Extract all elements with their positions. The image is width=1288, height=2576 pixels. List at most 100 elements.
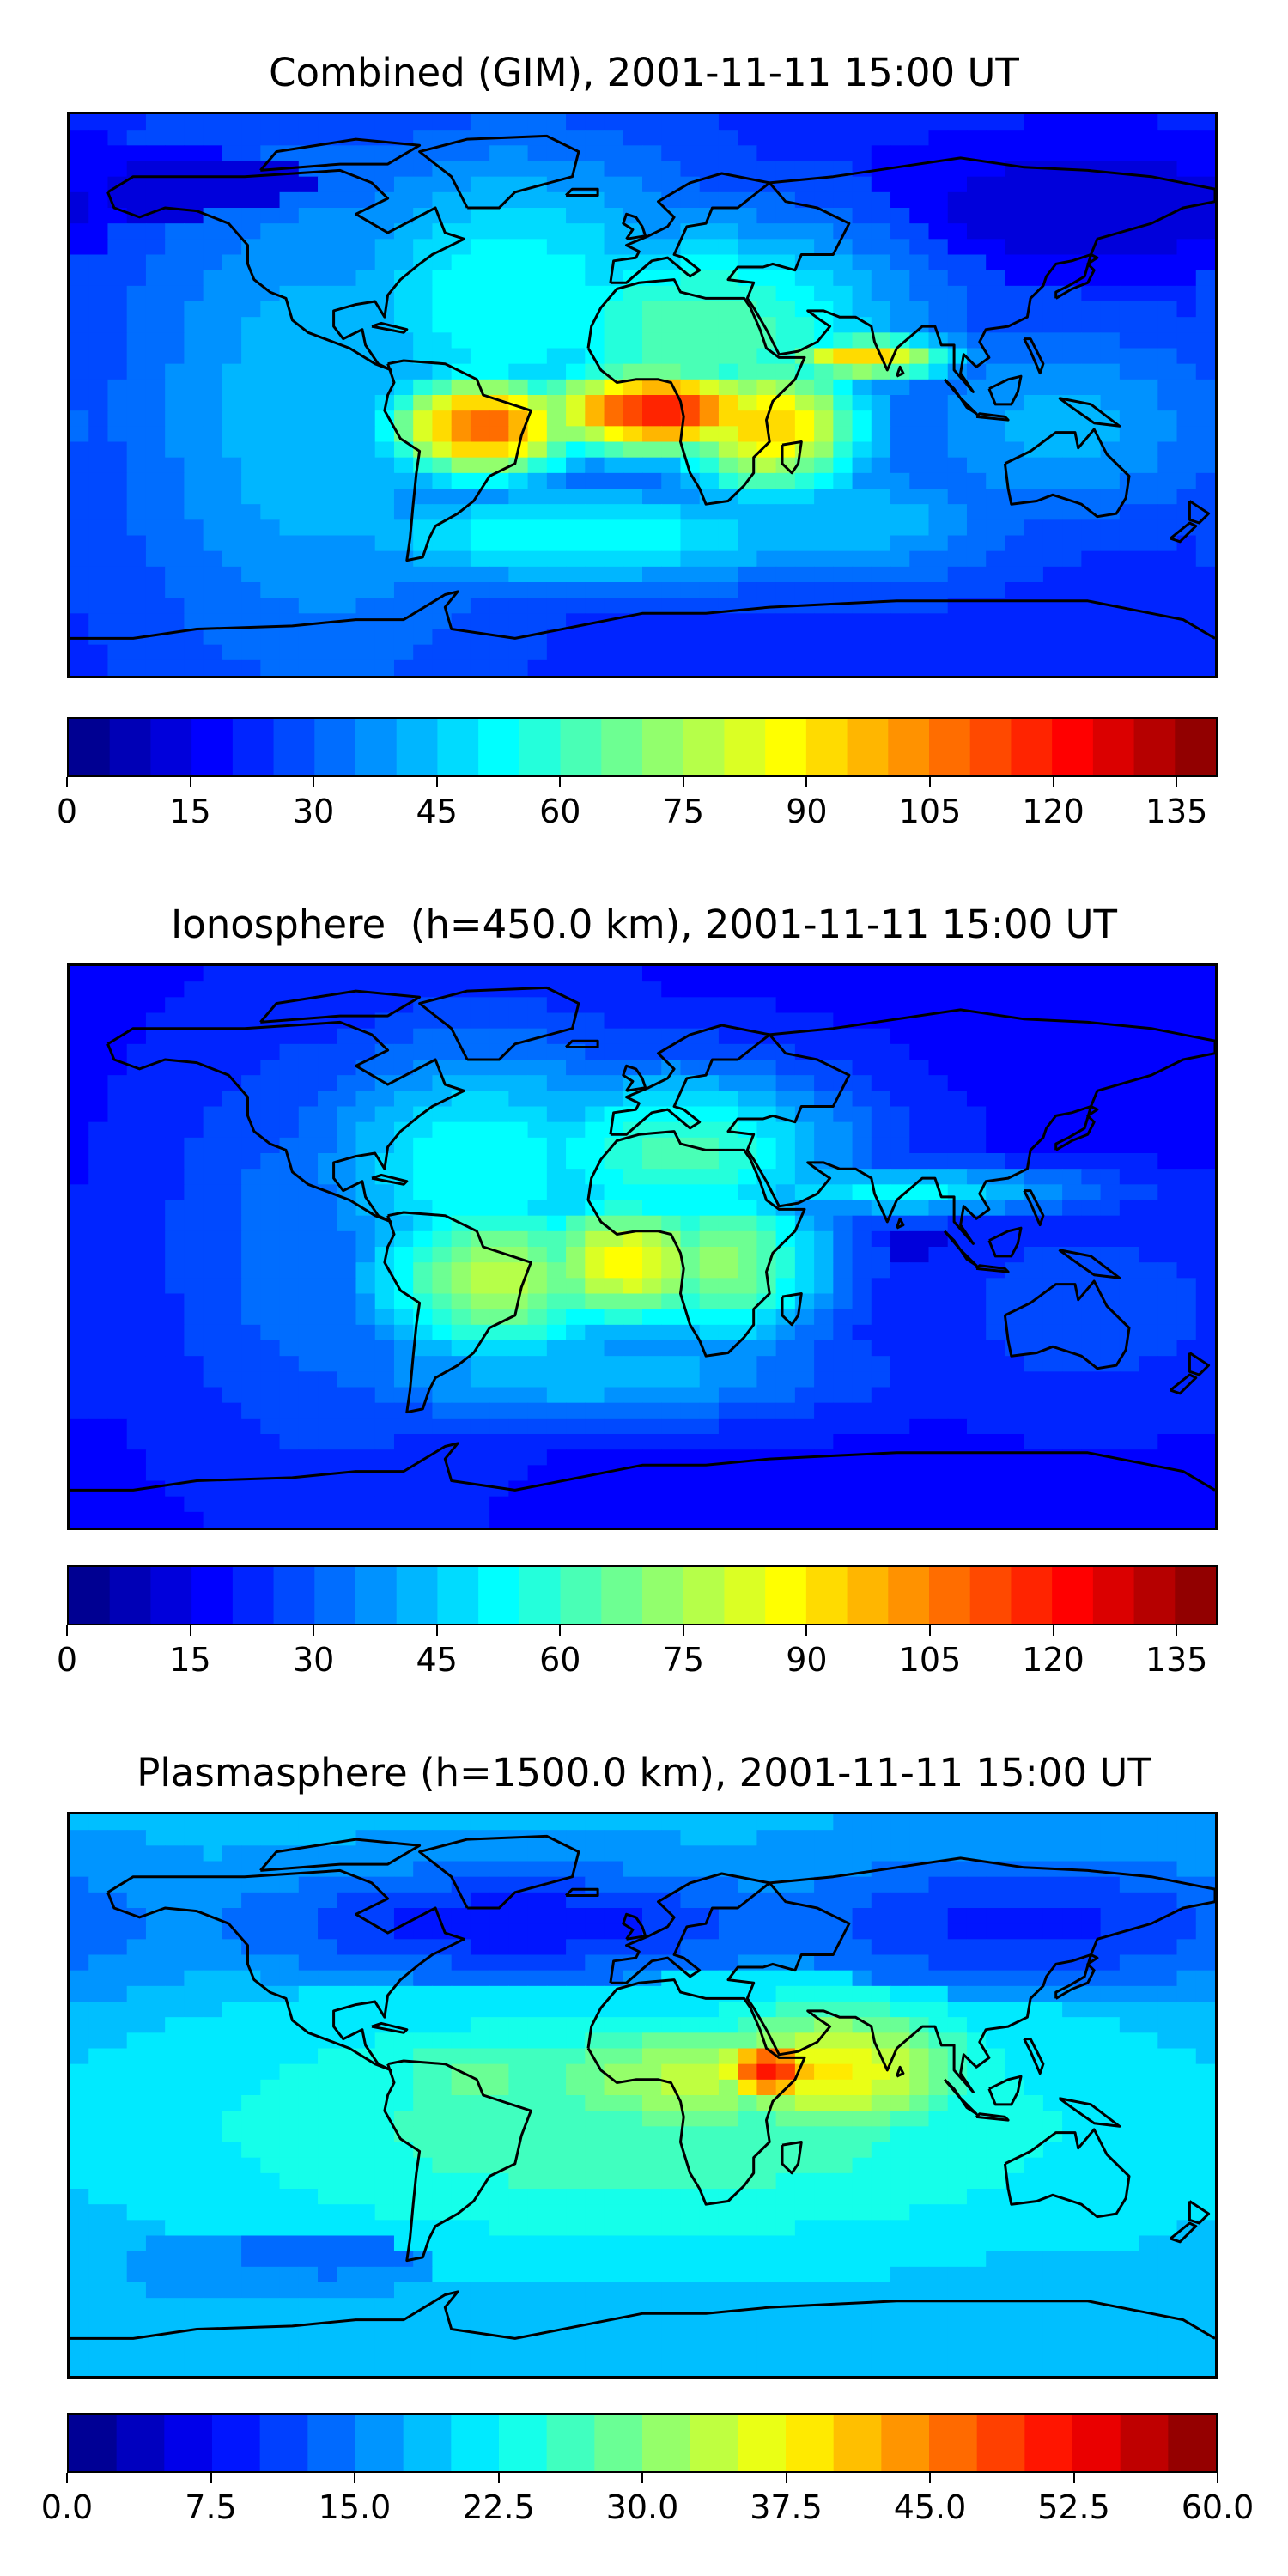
heatmap-cell	[1062, 301, 1082, 318]
heatmap-cell	[1100, 519, 1121, 537]
heatmap-cell	[318, 566, 337, 583]
heatmap-cell	[833, 550, 854, 568]
heatmap-cell	[393, 1496, 414, 1513]
heatmap-cell	[928, 410, 949, 427]
heatmap-cell	[1042, 395, 1063, 411]
heatmap-cell	[413, 317, 434, 333]
heatmap-cell	[1024, 659, 1044, 676]
heatmap-cell	[203, 1923, 223, 1940]
heatmap-cell	[298, 1861, 319, 1878]
heatmap-cell	[184, 191, 204, 209]
heatmap-cell	[70, 332, 89, 349]
heatmap-cell	[794, 489, 815, 505]
heatmap-cell	[184, 114, 204, 131]
heatmap-cell	[1081, 1200, 1102, 1217]
heatmap-cell	[928, 1262, 949, 1279]
heatmap-cell	[1139, 1247, 1158, 1263]
heatmap-cell	[699, 1293, 720, 1310]
heatmap-cell	[1062, 1060, 1082, 1076]
heatmap-cell	[451, 114, 471, 131]
heatmap-cell	[1062, 1830, 1082, 1846]
heatmap-cell	[718, 1480, 738, 1498]
heatmap-cell	[1042, 1923, 1063, 1940]
heatmap-cell	[70, 395, 89, 411]
heatmap-cell	[1176, 1908, 1197, 1924]
heatmap-cell	[451, 1169, 471, 1185]
heatmap-cell	[680, 395, 701, 411]
heatmap-cell	[909, 332, 930, 349]
heatmap-cell	[70, 161, 89, 178]
heatmap-cell	[871, 1043, 891, 1060]
heatmap-cell	[374, 1262, 395, 1279]
heatmap-cell	[527, 1418, 548, 1435]
heatmap-cell	[88, 519, 109, 537]
heatmap-cell	[661, 1200, 682, 1217]
heatmap-cell	[947, 1923, 968, 1940]
heatmap-cell	[489, 348, 509, 365]
heatmap-cell	[1005, 472, 1025, 489]
heatmap-cell	[718, 332, 738, 349]
colorbar-tick-label: 135	[1145, 793, 1208, 830]
heatmap-cell	[966, 535, 987, 552]
heatmap-cell	[966, 161, 987, 178]
heatmap-cell	[432, 1075, 453, 1091]
heatmap-cell	[222, 997, 242, 1014]
heatmap-cell	[1042, 1247, 1063, 1263]
heatmap-cell	[833, 1200, 854, 1217]
heatmap-cell	[947, 1434, 968, 1450]
heatmap-cell	[1081, 644, 1102, 661]
heatmap-cell	[337, 1091, 357, 1108]
heatmap-cell	[508, 379, 529, 396]
heatmap-cell	[203, 270, 223, 287]
heatmap-cell	[70, 1830, 89, 1846]
heatmap-cell	[1024, 161, 1044, 178]
heatmap-cell	[355, 1075, 376, 1091]
heatmap-cell	[470, 644, 490, 661]
heatmap-cell	[966, 566, 987, 583]
heatmap-cell	[909, 1402, 930, 1419]
heatmap-cell	[718, 1511, 738, 1528]
heatmap-cell	[871, 1465, 891, 1482]
heatmap-cell	[756, 1278, 777, 1295]
heatmap-cell	[1005, 1845, 1025, 1862]
heatmap-cell	[1139, 1371, 1158, 1388]
heatmap-cell	[451, 1908, 471, 1924]
colorbar-segment	[69, 719, 111, 775]
heatmap-cell	[661, 1371, 682, 1388]
heatmap-cell	[890, 1876, 910, 1893]
heatmap-cell	[871, 208, 891, 224]
heatmap-cell	[833, 130, 854, 146]
heatmap-cell	[222, 348, 242, 365]
heatmap-cell	[1005, 1262, 1025, 1279]
heatmap-cell	[126, 1200, 147, 1217]
heatmap-cell	[756, 270, 777, 287]
heatmap-cell	[413, 223, 434, 240]
heatmap-cell	[890, 145, 910, 162]
heatmap-cell	[699, 566, 720, 583]
heatmap-cell	[145, 223, 166, 240]
heatmap-cell	[145, 1402, 166, 1419]
heatmap-cell	[756, 1892, 777, 1909]
heatmap-cell	[1157, 966, 1178, 982]
heatmap-cell	[623, 1137, 643, 1154]
heatmap-cell	[718, 1262, 738, 1279]
heatmap-cell	[909, 208, 930, 224]
heatmap-cell	[1157, 1511, 1178, 1528]
heatmap-cell	[661, 1845, 682, 1862]
heatmap-cell	[1119, 1892, 1139, 1909]
heatmap-cell	[241, 613, 261, 630]
heatmap-cell	[222, 130, 242, 146]
heatmap-cell	[489, 1060, 509, 1076]
heatmap-cell	[260, 332, 281, 349]
heatmap-cell	[222, 114, 242, 131]
heatmap-cell	[833, 504, 854, 520]
heatmap-cell	[794, 379, 815, 396]
heatmap-cell	[184, 1892, 204, 1909]
heatmap-cell	[871, 1137, 891, 1154]
heatmap-cell	[1042, 301, 1063, 318]
heatmap-cell	[222, 1418, 242, 1435]
heatmap-cell	[1062, 145, 1082, 162]
heatmap-cell	[585, 1434, 605, 1450]
heatmap-cell	[165, 130, 185, 146]
heatmap-cell	[546, 659, 567, 676]
